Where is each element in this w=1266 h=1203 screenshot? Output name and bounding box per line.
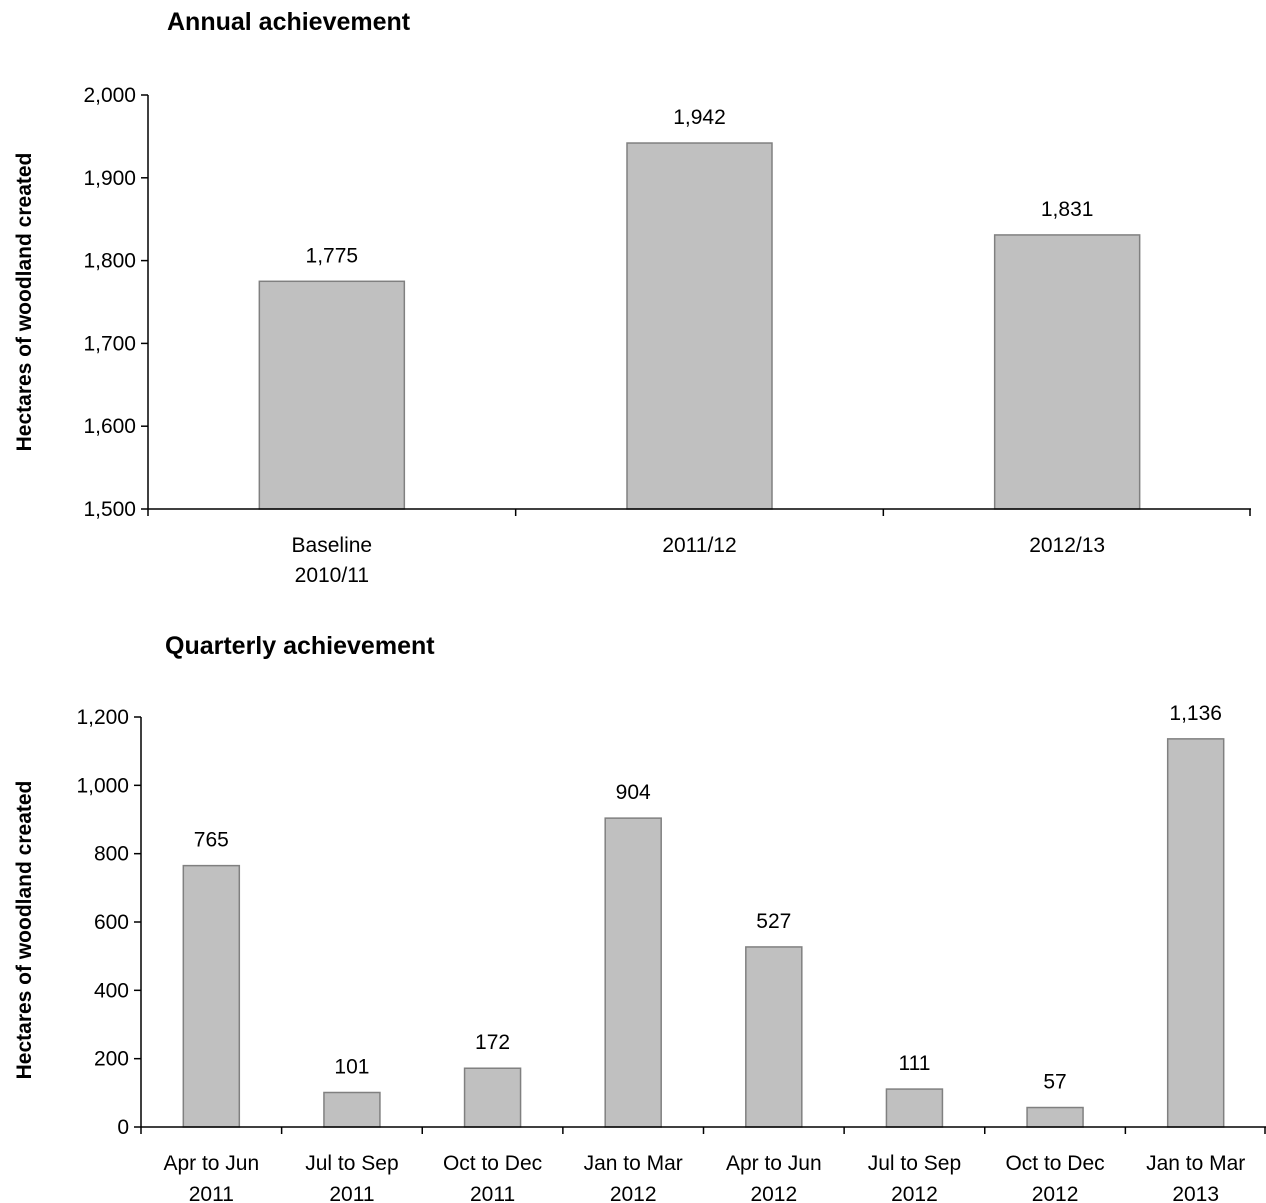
quarterly-data-label: 765 — [194, 829, 229, 852]
annual-y-tick-label: 1,900 — [83, 167, 136, 190]
annual-bar — [258, 280, 406, 510]
annual-y-axis-title: Hectares of woodland created — [13, 153, 36, 452]
annual-chart-title: Annual achievement — [167, 8, 411, 36]
quarterly-y-tick-label: 800 — [94, 843, 129, 866]
quarterly-y-tick-label: 0 — [117, 1116, 129, 1139]
quarterly-x-tick-label: Apr to Jun — [163, 1152, 259, 1175]
quarterly-x-tick-label: Oct to Dec — [443, 1152, 542, 1175]
annual-data-label: 1,831 — [1041, 198, 1094, 221]
annual-y-tick-label: 1,600 — [83, 415, 136, 438]
quarterly-data-label: 527 — [756, 910, 791, 933]
annual-data-label: 1,942 — [673, 106, 726, 129]
quarterly-x-tick-label: Apr to Jun — [726, 1152, 822, 1175]
quarterly-data-label: 172 — [475, 1031, 510, 1054]
quarterly-bar — [323, 1091, 381, 1128]
annual-x-tick-label: 2012/13 — [1029, 534, 1105, 557]
annual-chart: Hectares of woodland created 1,775 1,942 1,… — [13, 84, 1251, 587]
annual-y-tick-label: 2,000 — [83, 84, 136, 107]
annual-bar — [626, 142, 773, 510]
annual-bar — [993, 234, 1141, 510]
quarterly-bar — [182, 864, 241, 1128]
quarterly-x-tick-label: 2011 — [189, 1183, 234, 1203]
quarterly-x-tick-label: 2012 — [750, 1183, 797, 1203]
annual-y-tick-label: 1,700 — [83, 332, 136, 355]
quarterly-y-tick-label: 200 — [94, 1048, 129, 1071]
quarterly-y-axis-title: Hectares of woodland created — [13, 781, 36, 1080]
quarterly-data-label: 57 — [1043, 1071, 1066, 1094]
quarterly-y-tick-label: 1,000 — [76, 774, 129, 797]
annual-y-tick-label: 1,500 — [83, 498, 136, 521]
quarterly-x-tick-label: 2012 — [891, 1183, 938, 1203]
quarterly-x-tick-label: Oct to Dec — [1005, 1152, 1104, 1175]
quarterly-x-tick-label: Jan to Mar — [584, 1152, 683, 1175]
quarterly-x-tick-label: Jul to Sep — [868, 1152, 961, 1175]
quarterly-y-tick-label: 400 — [94, 979, 129, 1002]
quarterly-chart-title: Quarterly achievement — [165, 632, 435, 660]
annual-y-tick-label: 1,800 — [83, 250, 136, 273]
quarterly-data-label: 101 — [334, 1055, 369, 1078]
quarterly-x-tick-label: 2011 — [470, 1183, 515, 1203]
quarterly-bar — [463, 1067, 522, 1128]
quarterly-bar — [885, 1088, 944, 1128]
quarterly-x-tick-label: 2013 — [1172, 1183, 1219, 1203]
quarterly-bar — [604, 817, 662, 1128]
quarterly-x-tick-label: 2012 — [610, 1183, 657, 1203]
quarterly-y-tick-label: 1,200 — [76, 706, 129, 729]
annual-x-tick-label: Baseline — [292, 534, 373, 557]
quarterly-data-label: 904 — [616, 781, 651, 804]
quarterly-bar — [1026, 1106, 1084, 1128]
quarterly-y-tick-label: 600 — [94, 911, 129, 934]
annual-x-tick-label: 2010/11 — [295, 564, 369, 587]
quarterly-bar — [745, 946, 803, 1128]
annual-data-label: 1,775 — [306, 244, 359, 267]
quarterly-chart: Hectares of woodland created 765 101 172 904… — [13, 702, 1266, 1203]
annual-x-tick-label: 2011/12 — [662, 534, 736, 557]
quarterly-x-tick-label: Jan to Mar — [1146, 1152, 1245, 1175]
quarterly-data-label: 1,136 — [1169, 702, 1222, 725]
quarterly-x-tick-label: 2012 — [1032, 1183, 1079, 1203]
quarterly-bar — [1166, 738, 1225, 1128]
quarterly-x-tick-label: 2011 — [329, 1183, 374, 1203]
quarterly-x-tick-label: Jul to Sep — [305, 1152, 398, 1175]
quarterly-data-label: 111 — [898, 1052, 930, 1075]
